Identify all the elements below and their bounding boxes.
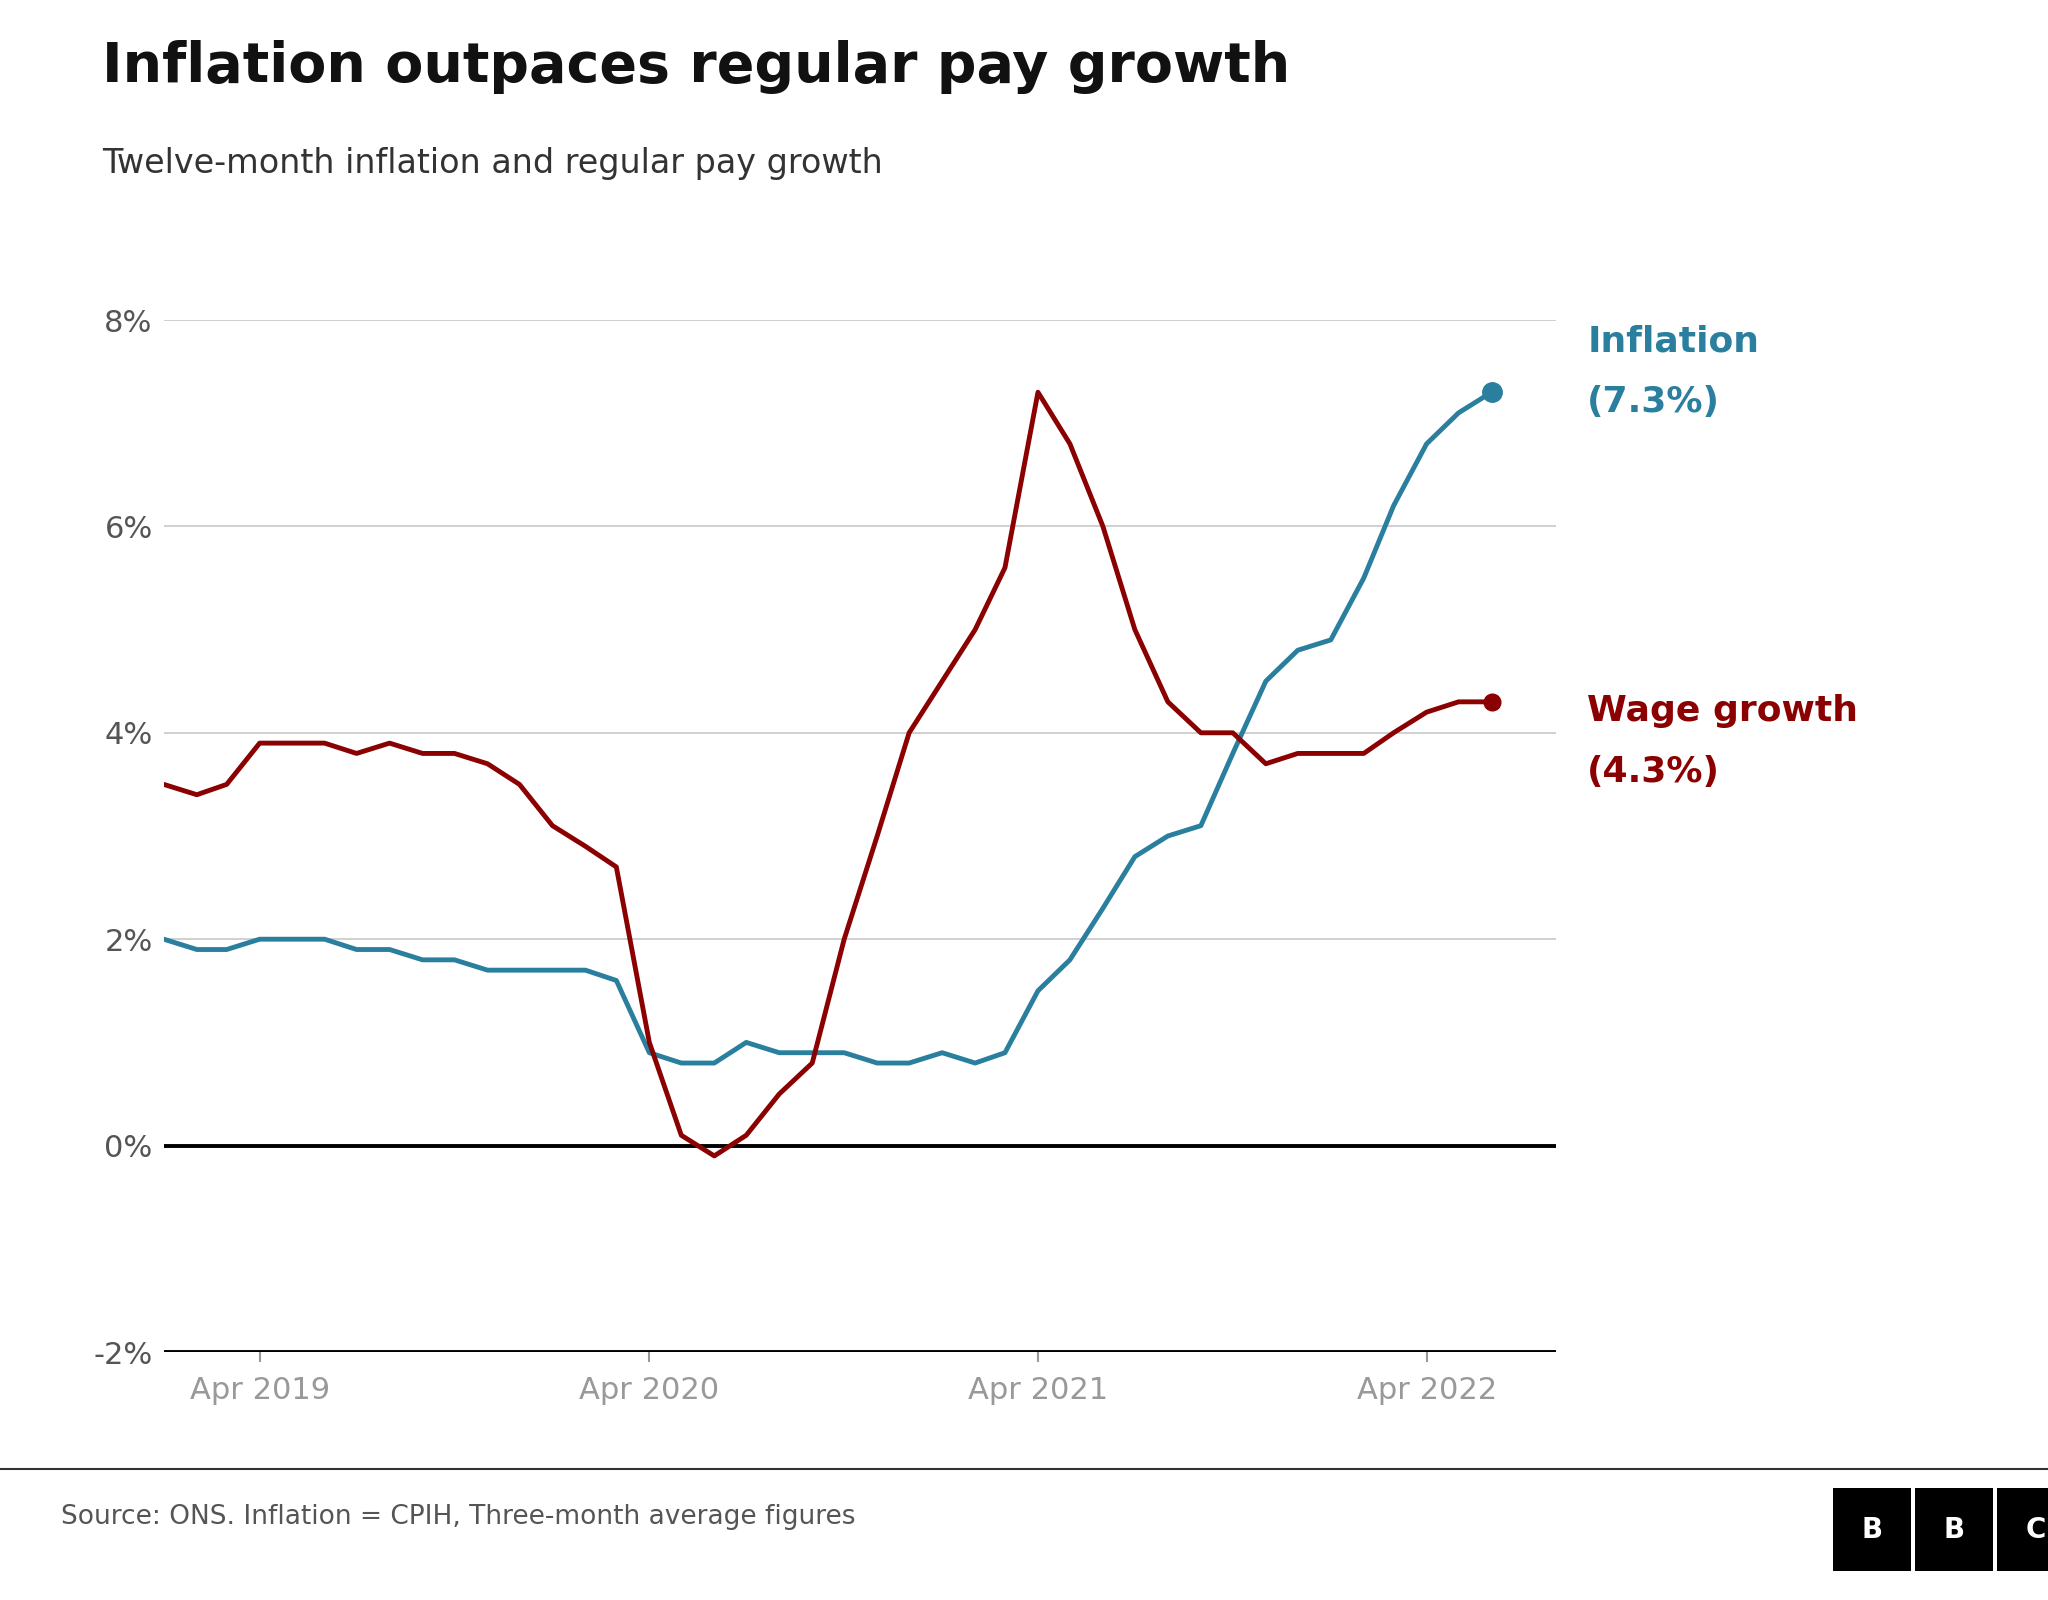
Text: (4.3%): (4.3%) xyxy=(1587,755,1720,789)
Text: Twelve-month inflation and regular pay growth: Twelve-month inflation and regular pay g… xyxy=(102,147,883,181)
Text: Wage growth: Wage growth xyxy=(1587,694,1858,728)
Text: B: B xyxy=(1944,1515,1964,1544)
Text: Source: ONS. Inflation = CPIH, Three-month average figures: Source: ONS. Inflation = CPIH, Three-mon… xyxy=(61,1504,856,1530)
Text: C: C xyxy=(2025,1515,2046,1544)
Text: Inflation: Inflation xyxy=(1587,325,1759,358)
Text: (7.3%): (7.3%) xyxy=(1587,386,1720,419)
Text: Inflation outpaces regular pay growth: Inflation outpaces regular pay growth xyxy=(102,40,1290,94)
Text: B: B xyxy=(1862,1515,1882,1544)
